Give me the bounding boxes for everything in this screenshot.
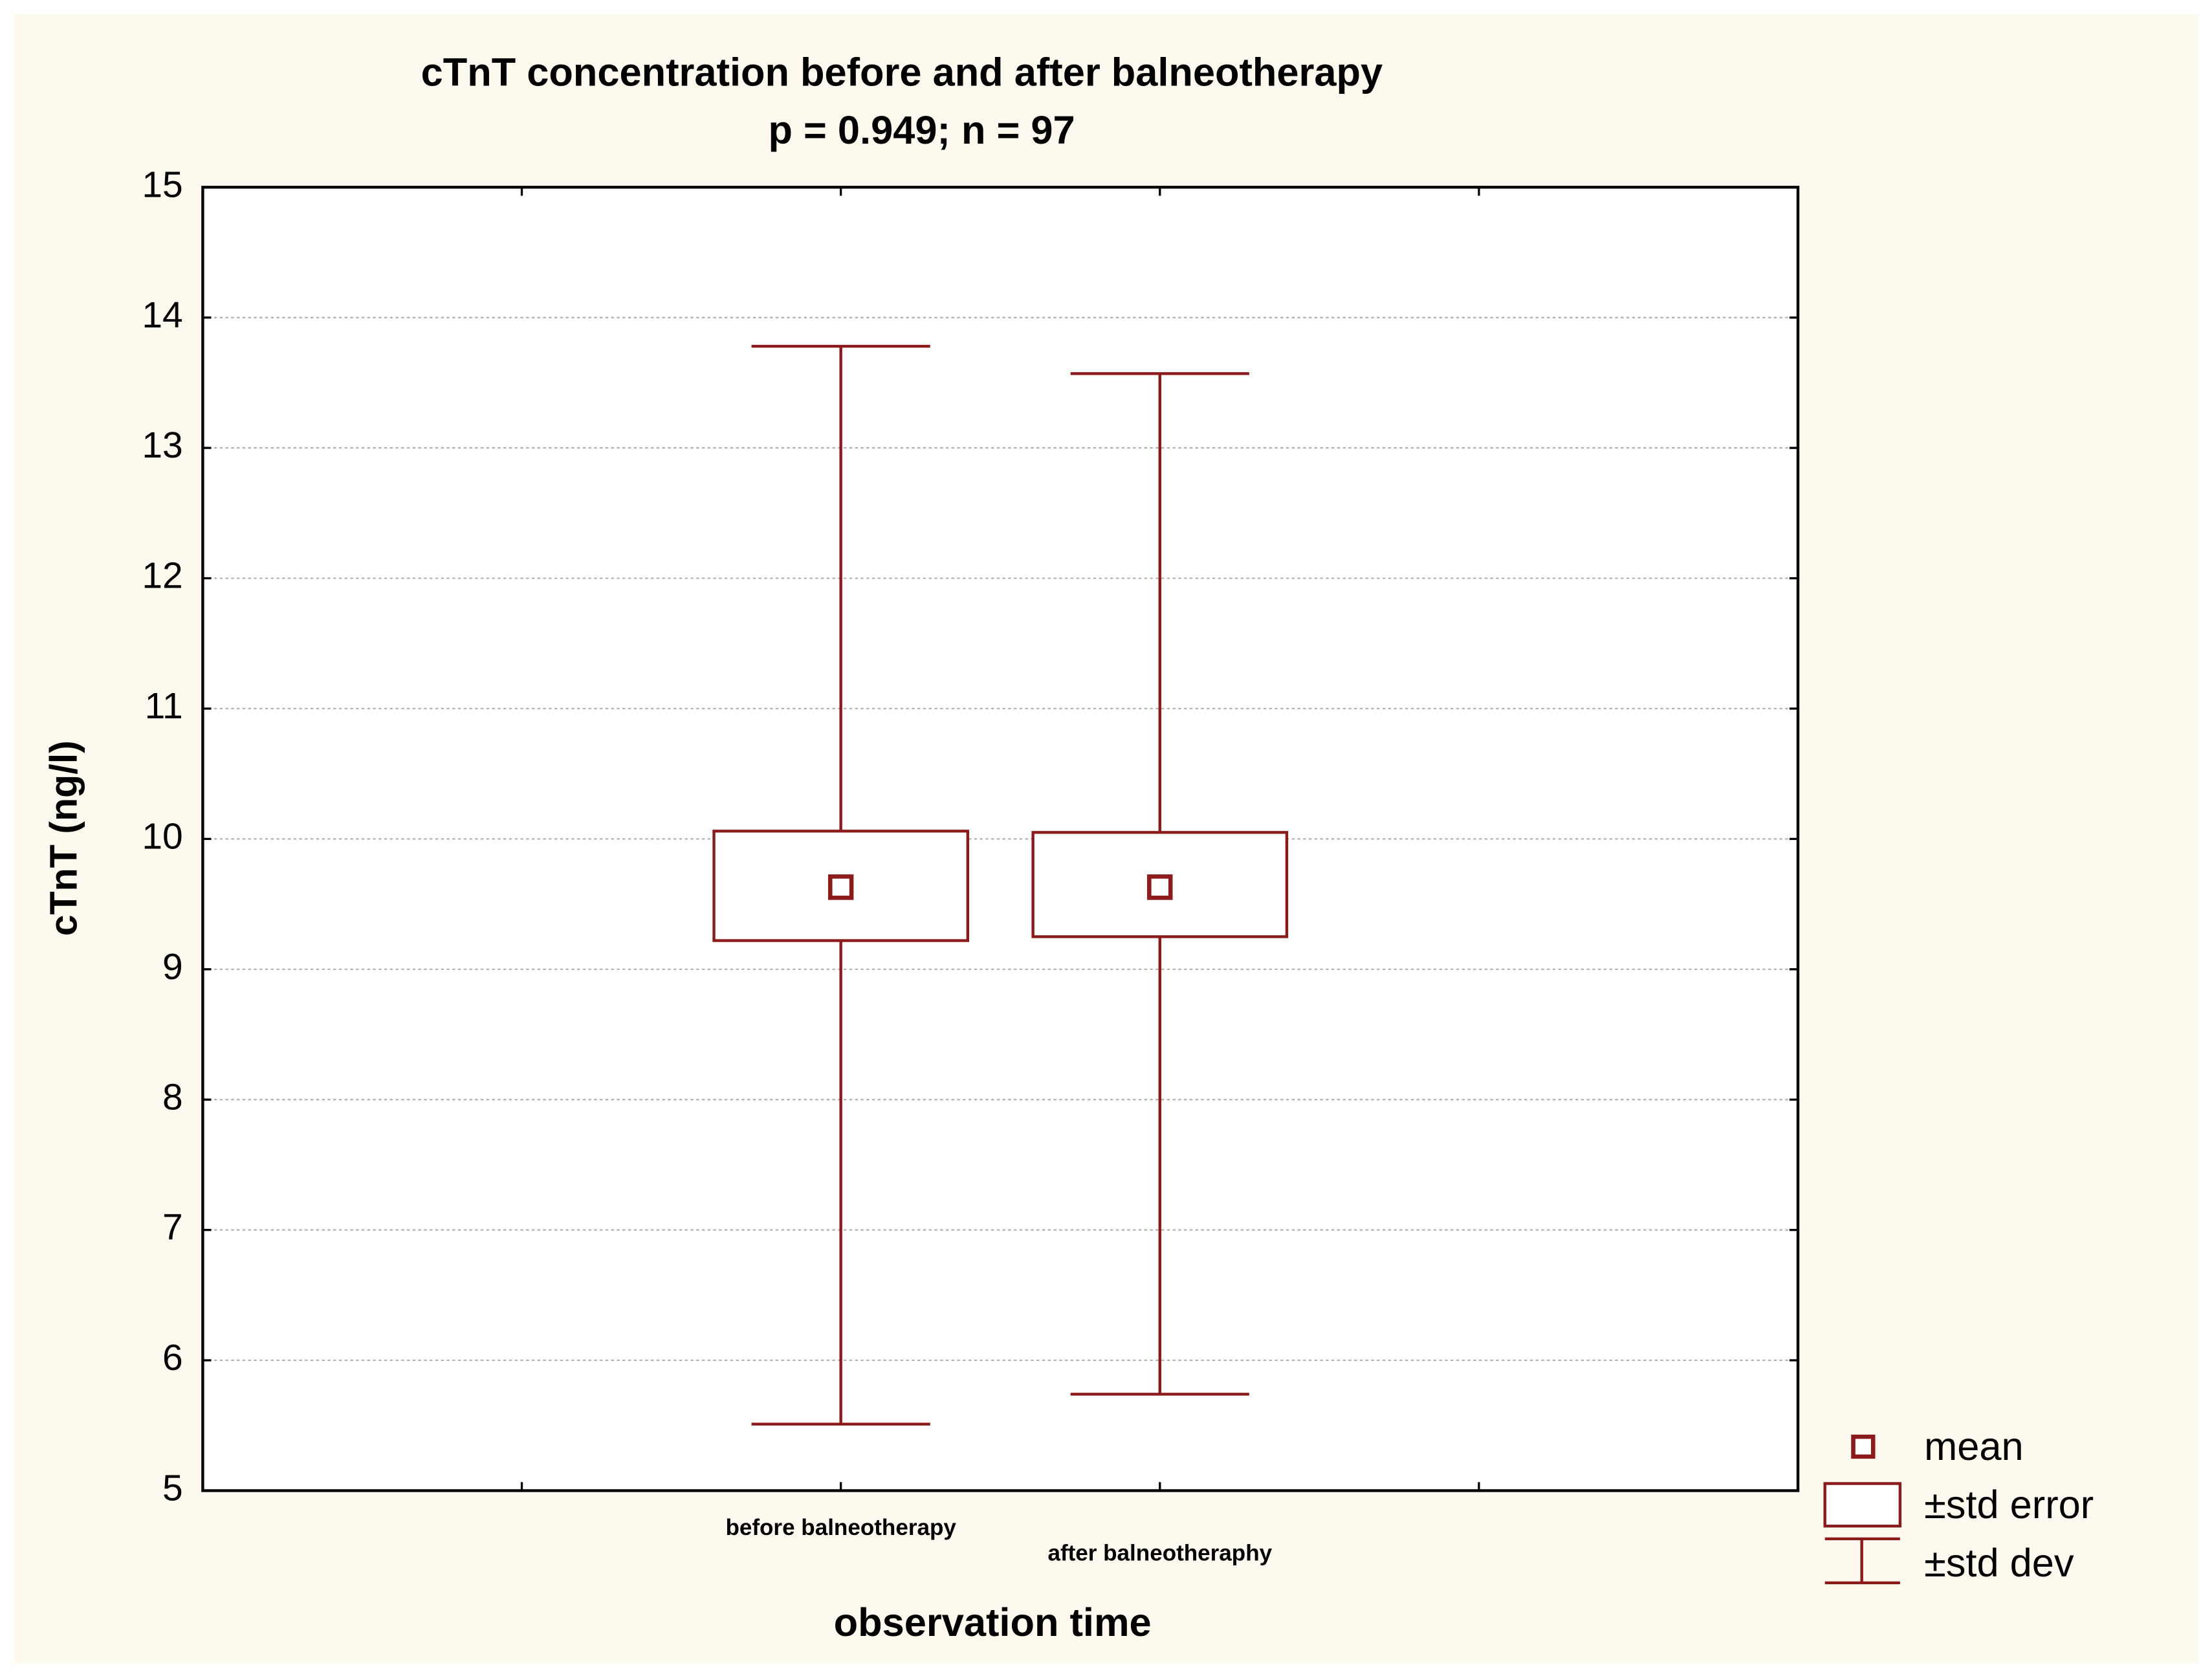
y-tick-label: 10 — [142, 815, 182, 857]
y-tick-label: 5 — [162, 1468, 183, 1509]
legend-label: ±std dev — [1924, 1541, 2074, 1585]
chart-subtitle: p = 0.949; n = 97 — [769, 108, 1075, 153]
y-tick-label: 15 — [142, 164, 182, 205]
y-tick-label: 9 — [162, 946, 183, 988]
mean-marker — [827, 874, 854, 900]
y-tick-label: 6 — [162, 1337, 183, 1378]
x-tick-label: before balneotherapy — [725, 1515, 956, 1540]
chart-title: cTnT concentration before and after baln… — [421, 50, 1383, 94]
x-tick-label: after balneotheraphy — [1047, 1540, 1272, 1565]
y-tick-label: 14 — [142, 294, 182, 336]
y-tick-label: 13 — [142, 425, 182, 466]
legend-se-icon — [1823, 1482, 1902, 1528]
x-axis-label: observation time — [834, 1600, 1152, 1645]
legend-mean-icon — [1851, 1434, 1876, 1459]
mean-marker — [1147, 874, 1173, 900]
y-tick-label: 7 — [162, 1207, 183, 1248]
plot-frame — [201, 186, 1800, 1492]
y-tick-label: 8 — [162, 1076, 183, 1118]
y-tick-label: 11 — [145, 685, 183, 727]
y-axis-label: cTnT (ng/l) — [42, 740, 85, 936]
y-tick-label: 12 — [142, 555, 182, 597]
legend-label: ±std error — [1924, 1483, 2094, 1527]
se-box — [712, 830, 970, 942]
legend-label: mean — [1924, 1424, 2024, 1469]
